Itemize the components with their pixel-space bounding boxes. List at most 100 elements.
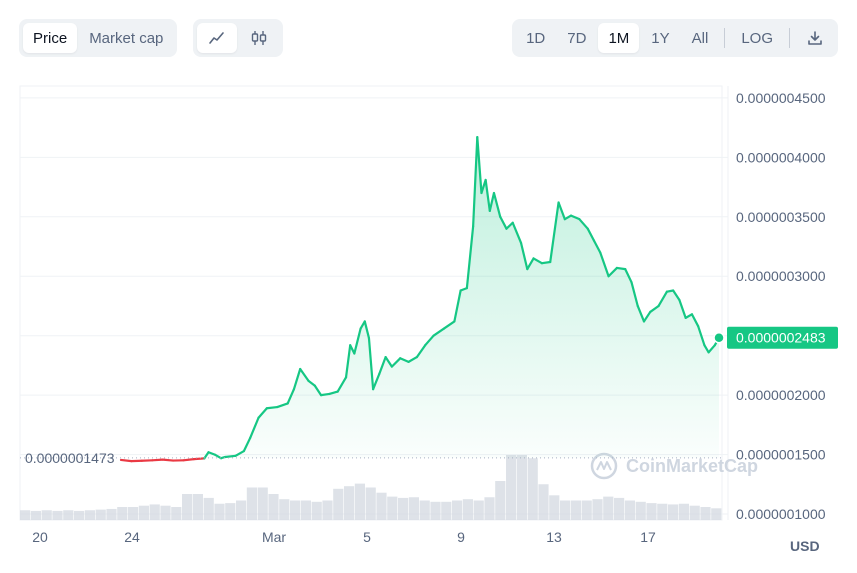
price-line-segment [707, 344, 716, 354]
volume-bar [149, 504, 160, 520]
volume-bar [171, 507, 182, 520]
price-line-segment [505, 221, 514, 230]
price-line-segment [657, 290, 669, 308]
x-tick-label: 24 [124, 529, 140, 545]
volume-bar [592, 499, 603, 520]
price-line-segment [399, 357, 410, 363]
volume-bar [430, 501, 441, 520]
log-scale-button[interactable]: LOG [741, 29, 773, 47]
price-line-segment [424, 334, 435, 347]
volume-bar [344, 486, 355, 520]
price-line-segment [459, 287, 468, 292]
range-1m[interactable]: 1M [598, 23, 640, 53]
volume-bar [419, 500, 430, 520]
price-line-segment [607, 266, 619, 278]
y-tick-label: 0.0000002000 [736, 387, 826, 403]
price-line-segment [407, 356, 418, 363]
currency-label: USD [790, 538, 820, 554]
price-line-segment [592, 239, 602, 254]
volume-bar [538, 484, 549, 520]
price-area [121, 137, 719, 458]
price-line-segment [378, 356, 387, 375]
volume-bar [668, 504, 679, 520]
time-range-toggle: 1D 7D 1M 1Y All LOG [512, 19, 838, 57]
price-line-segment [336, 376, 348, 393]
volume-bar [365, 487, 376, 520]
price-line-segment [234, 449, 246, 457]
price-line-segment [465, 225, 475, 290]
y-tick-label: 0.0000001500 [736, 447, 826, 463]
volume-bar [52, 510, 63, 520]
price-line-segment [549, 201, 560, 264]
y-tick-label: 0.0000003500 [736, 209, 826, 225]
volume-bar [41, 510, 52, 520]
volume-bar [376, 492, 387, 520]
volume-bar [462, 499, 473, 520]
price-line-segment [151, 458, 164, 462]
price-line-segment [526, 257, 535, 271]
price-line-segment [697, 325, 706, 347]
price-line-segment [615, 266, 627, 271]
price-line-segment [488, 191, 496, 212]
chart-style-toggle [193, 19, 283, 57]
volume-bar [203, 497, 214, 520]
volume-bar [300, 500, 311, 520]
tab-market-cap[interactable]: Market cap [89, 29, 164, 47]
line-chart-icon [209, 32, 224, 44]
volume-bar [20, 510, 31, 520]
price-line-segment [119, 458, 133, 463]
volume-bar [30, 510, 41, 520]
current-price-dot [713, 331, 725, 344]
watermark: CoinMarketCap [590, 452, 758, 480]
y-tick-label: 0.0000004500 [736, 90, 826, 106]
price-line-segment [540, 260, 552, 265]
volume-bar [484, 497, 495, 520]
price-line-segment [207, 451, 216, 456]
volume-bar [452, 500, 463, 520]
price-line-segment [578, 218, 589, 230]
range-1y[interactable]: 1Y [651, 29, 670, 47]
volume-bar [678, 503, 689, 520]
volume-bar [614, 497, 625, 520]
volume-bar [398, 497, 409, 520]
volume-bar [516, 455, 527, 520]
volume-bar [246, 487, 257, 520]
price-line-segment [367, 336, 375, 391]
range-7d[interactable]: 7D [567, 29, 587, 47]
tab-price[interactable]: Price [23, 23, 78, 53]
volume-bar [279, 499, 290, 520]
volume-bar [106, 508, 117, 520]
volume-bar [441, 501, 452, 520]
price-line-segment [319, 392, 331, 397]
volume-bar [570, 500, 581, 520]
volume-bar [63, 510, 74, 520]
price-line-segment [307, 379, 316, 387]
price-line-segment [499, 215, 508, 230]
price-line-segment [586, 227, 596, 242]
toolbar-divider [724, 28, 726, 48]
price-line-segment [569, 214, 581, 221]
volume-bar [225, 503, 236, 520]
price-line-segment [630, 281, 639, 308]
price-line-segment [276, 402, 289, 409]
download-icon [808, 31, 822, 45]
candlestick-chart-icon [251, 31, 267, 45]
price-line-segment [642, 310, 652, 323]
volume-bar [603, 496, 614, 520]
price-line-segment [313, 384, 323, 397]
price-line-segment [432, 327, 446, 337]
volume-bar [408, 497, 419, 520]
volume-bar [473, 500, 484, 520]
candlestick-chart-button[interactable] [239, 23, 279, 53]
download-button[interactable] [796, 23, 834, 53]
price-line-segment [249, 416, 260, 440]
volume-bar [257, 487, 268, 520]
volume-bar [711, 508, 722, 520]
range-1d[interactable]: 1D [526, 29, 546, 47]
volume-bar [236, 500, 247, 520]
line-chart-button[interactable] [197, 23, 237, 53]
range-all[interactable]: All [691, 29, 709, 47]
price-line-segment [390, 357, 402, 368]
price-line-segment [557, 201, 566, 221]
